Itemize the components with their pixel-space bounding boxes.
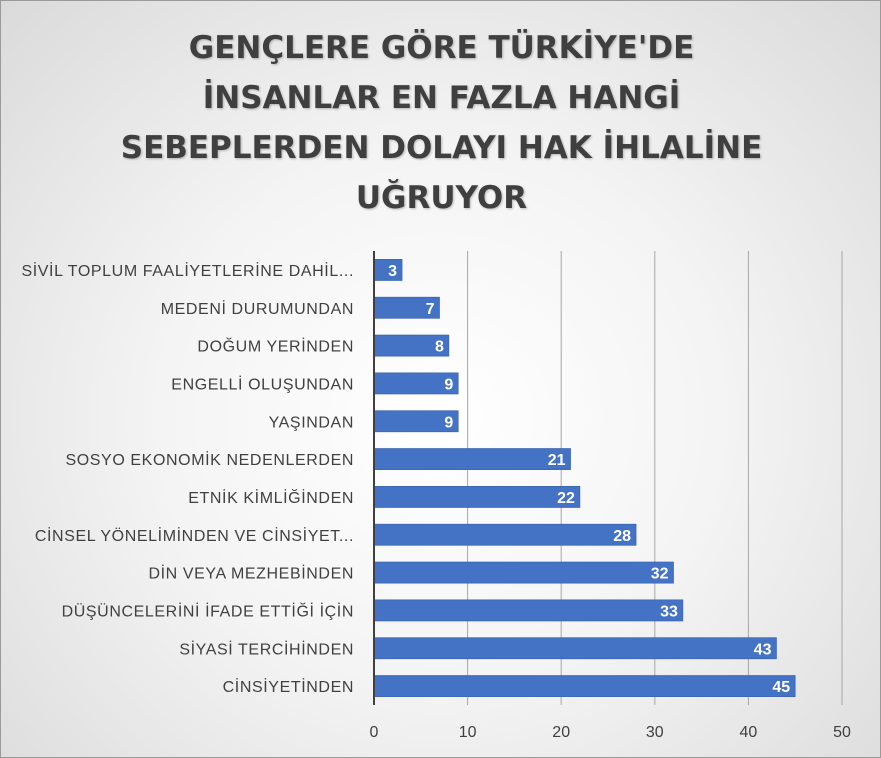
category-label: CİNSEL YÖNELİMİNDEN VE CİNSİYET... bbox=[35, 526, 354, 545]
category-label: SİYASİ TERCİHİNDEN bbox=[179, 639, 354, 658]
category-label: SİVİL TOPLUM FAALİYETLERİNE DAHİL... bbox=[21, 261, 354, 280]
x-tick-label: 0 bbox=[370, 724, 379, 741]
data-label: 22 bbox=[557, 490, 575, 507]
category-label: ETNİK KİMLİĞİNDEN bbox=[188, 488, 354, 507]
data-label: 7 bbox=[426, 301, 435, 318]
x-tick-label: 10 bbox=[459, 724, 477, 741]
data-label: 28 bbox=[613, 528, 631, 545]
data-label: 45 bbox=[772, 679, 790, 696]
chart-title: GENÇLERE GÖRE TÜRKİYE'DE İNSANLAR EN FAZ… bbox=[41, 23, 842, 223]
chart-title-line: İNSANLAR EN FAZLA HANGİ bbox=[202, 80, 681, 116]
category-label: CİNSİYETİNDEN bbox=[223, 677, 354, 696]
category-label: DİN VEYA MEZHEBİNDEN bbox=[148, 564, 354, 583]
chart-title-line: SEBEPLERDEN DOLAYI HAK İHLALİNE bbox=[120, 130, 763, 166]
category-label: ENGELLİ OLUŞUNDAN bbox=[171, 374, 354, 393]
x-tick-label: 30 bbox=[646, 724, 664, 741]
bar bbox=[373, 523, 637, 546]
bar bbox=[373, 675, 796, 697]
chart-title-line: UĞRUYOR bbox=[355, 180, 528, 216]
chart-title-line: GENÇLERE GÖRE TÜRKİYE'DE bbox=[188, 30, 695, 66]
category-label: DÜŞÜNCELERİNİ İFADE ETTİĞİ İÇİN bbox=[62, 601, 354, 620]
bar bbox=[373, 561, 674, 584]
x-tick-label: 40 bbox=[740, 724, 758, 741]
category-label: DOĞUM YERİNDEN bbox=[197, 337, 354, 356]
bar bbox=[373, 448, 571, 470]
data-label: 9 bbox=[444, 414, 453, 431]
data-label: 33 bbox=[660, 603, 678, 620]
data-label: 21 bbox=[548, 452, 566, 469]
data-label: 43 bbox=[754, 641, 772, 658]
category-label: SOSYO EKONOMİK NEDENLERDEN bbox=[65, 450, 354, 469]
x-tick-label: 20 bbox=[552, 724, 570, 741]
data-label: 32 bbox=[651, 566, 669, 583]
category-label: MEDENİ DURUMUNDAN bbox=[161, 299, 354, 318]
data-label: 9 bbox=[444, 376, 453, 393]
x-tick-label: 50 bbox=[833, 724, 851, 741]
bar bbox=[373, 637, 777, 660]
data-label: 8 bbox=[435, 339, 444, 356]
data-label: 3 bbox=[388, 263, 397, 280]
bar bbox=[373, 599, 684, 622]
category-label: YAŞINDAN bbox=[269, 414, 354, 431]
bar bbox=[373, 486, 581, 508]
